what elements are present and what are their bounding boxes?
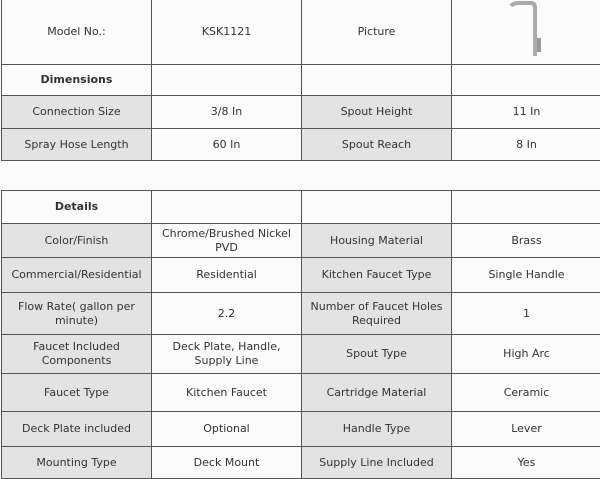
picture-label: Picture xyxy=(302,0,452,65)
spec-value: 1 xyxy=(452,293,600,335)
spec-value: Single Handle xyxy=(452,258,600,293)
spec-label: Spout Type xyxy=(302,335,452,374)
spec-label: Flow Rate( gallon per minute) xyxy=(2,293,152,335)
faucet-icon xyxy=(507,0,547,60)
spec-label: Supply Line Included xyxy=(302,447,452,479)
table-row: Connection Size 3/8 In Spout Height 11 I… xyxy=(2,96,600,129)
model-value: KSK1121 xyxy=(152,0,302,65)
spec-value: Residential xyxy=(152,258,302,293)
dimensions-title: Dimensions xyxy=(2,65,152,96)
spec-value: 3/8 In xyxy=(152,96,302,129)
spec-value: Ceramic xyxy=(452,374,600,412)
spec-value: 60 In xyxy=(152,129,302,161)
spec-label: Faucet Type xyxy=(2,374,152,412)
spec-value: Kitchen Faucet xyxy=(152,374,302,412)
spec-label: Number of Faucet Holes Required xyxy=(302,293,452,335)
spec-value: Yes xyxy=(452,447,600,479)
spec-value: Deck Mount xyxy=(152,447,302,479)
spec-value: 11 In xyxy=(452,96,600,129)
dimensions-header-row: Dimensions xyxy=(2,65,600,96)
spec-label: Connection Size xyxy=(2,96,152,129)
spec-label: Spout Height xyxy=(302,96,452,129)
spec-label: Housing Material xyxy=(302,224,452,258)
model-row: Model No.: KSK1121 Picture xyxy=(2,0,600,65)
spec-value: Brass xyxy=(452,224,600,258)
spec-label: Deck Plate included xyxy=(2,412,152,447)
details-header-row: Details xyxy=(2,191,600,224)
spec-value: Deck Plate, Handle, Supply Line xyxy=(152,335,302,374)
spec-label: Mounting Type xyxy=(2,447,152,479)
spec-value: Lever xyxy=(452,412,600,447)
spec-label: Commercial/Residential xyxy=(2,258,152,293)
spec-value: Chrome/Brushed Nickel PVD xyxy=(152,224,302,258)
spec-label: Handle Type xyxy=(302,412,452,447)
table-row: Spray Hose Length 60 In Spout Reach 8 In xyxy=(2,129,600,161)
spec-value: Optional xyxy=(152,412,302,447)
details-title: Details xyxy=(2,191,152,224)
model-label: Model No.: xyxy=(2,0,152,65)
spec-label: Faucet Included Components xyxy=(2,335,152,374)
spec-label: Color/Finish xyxy=(2,224,152,258)
spec-value: 2.2 xyxy=(152,293,302,335)
spec-label: Spray Hose Length xyxy=(2,129,152,161)
spec-label: Cartridge Material xyxy=(302,374,452,412)
spec-value: 8 In xyxy=(452,129,600,161)
spec-value: High Arc xyxy=(452,335,600,374)
spec-label: Spout Reach xyxy=(302,129,452,161)
spec-label: Kitchen Faucet Type xyxy=(302,258,452,293)
faucet-image xyxy=(452,0,600,65)
dimensions-table: Model No.: KSK1121 Picture Dimensions Co… xyxy=(1,0,600,161)
